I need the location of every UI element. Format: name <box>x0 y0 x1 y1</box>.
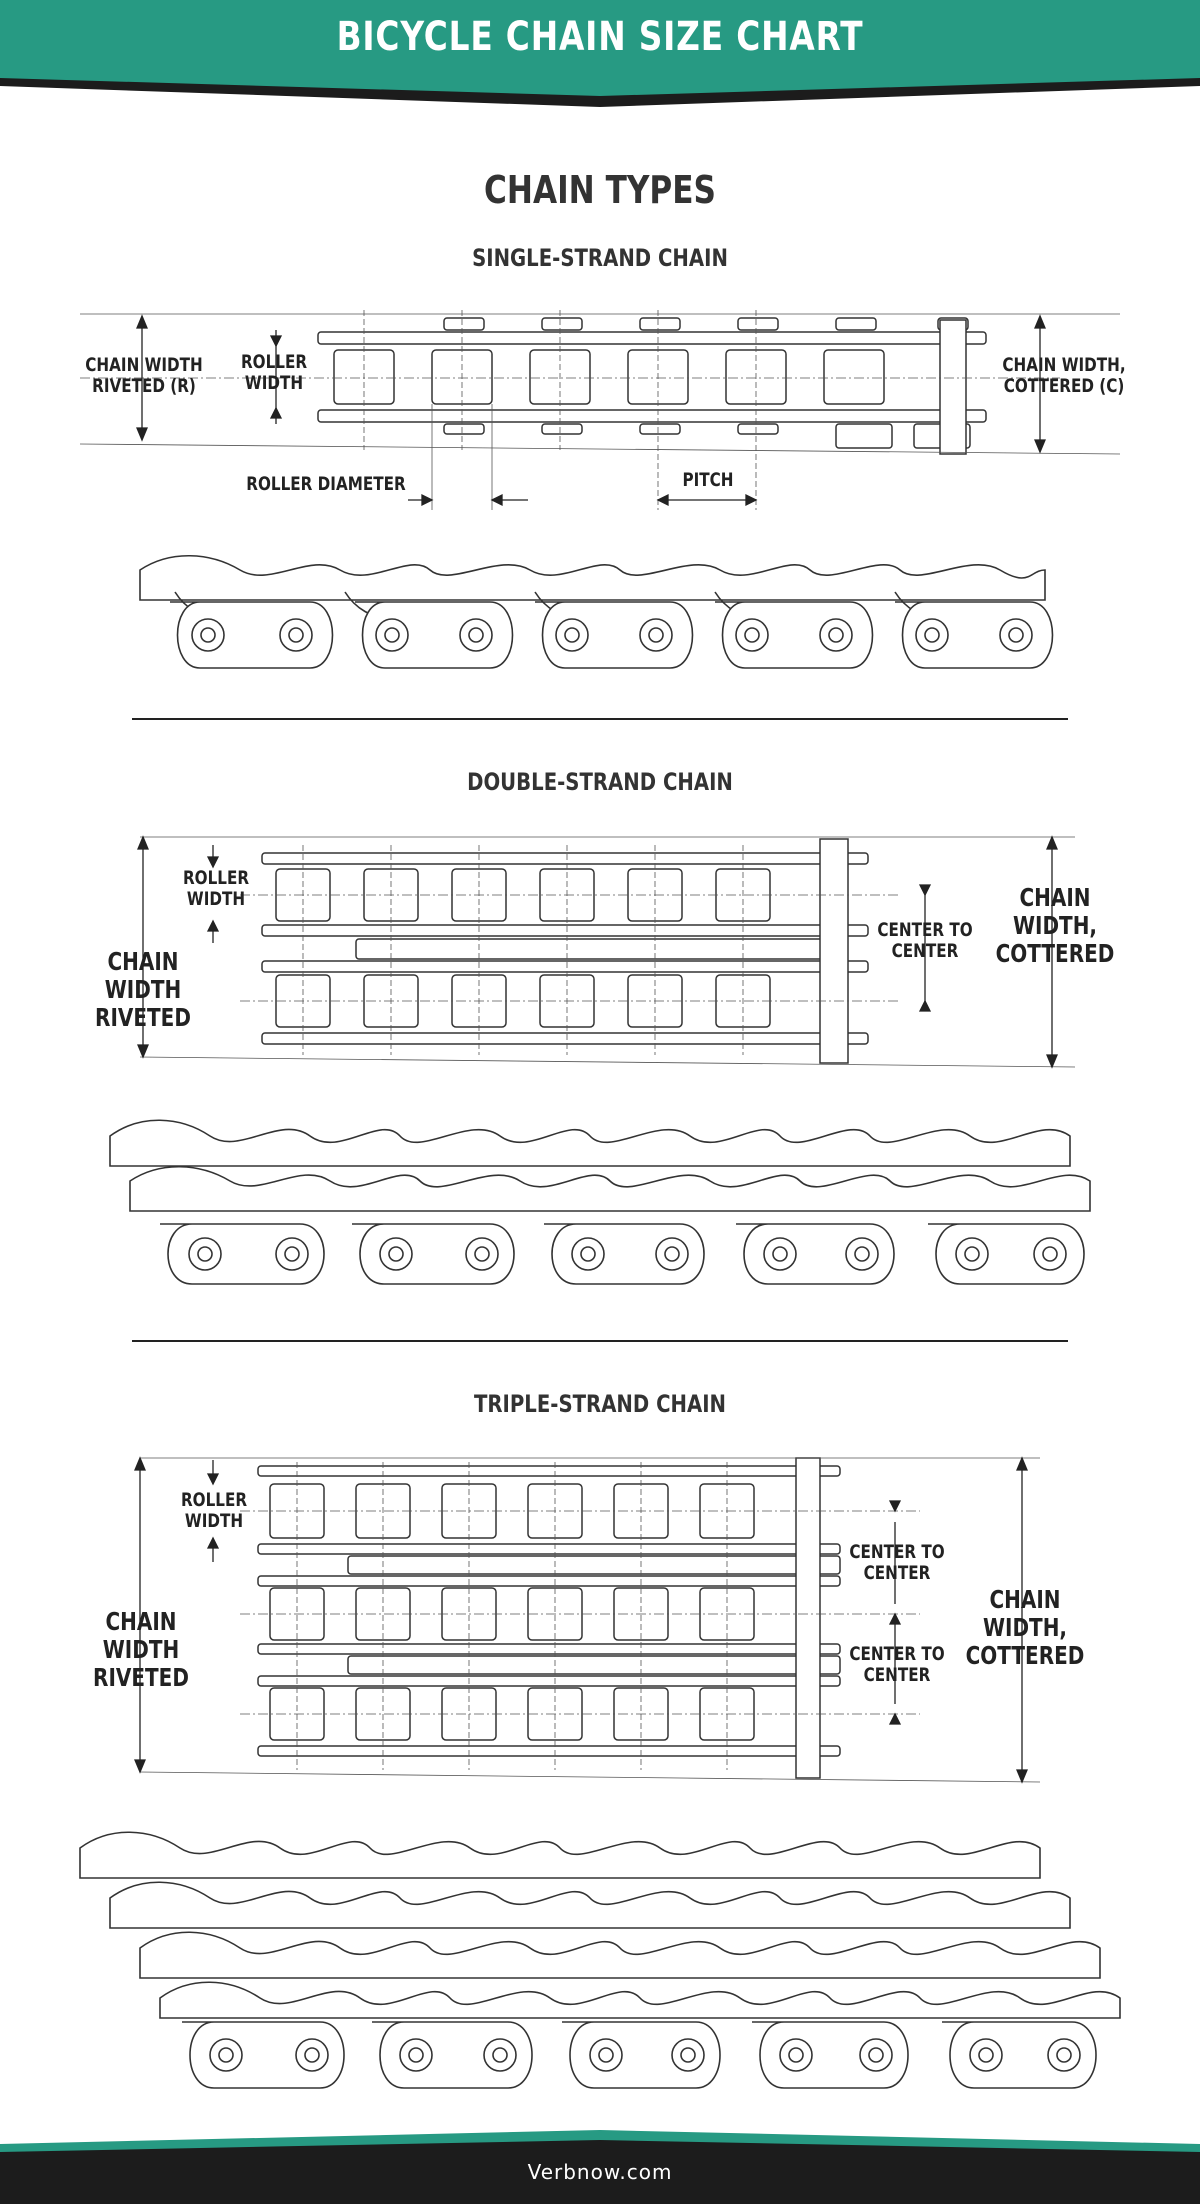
divider-1 <box>132 718 1068 720</box>
single-strand-heading: SINGLE-STRAND CHAIN <box>472 244 728 272</box>
label-chain-width-riveted-r: CHAIN WIDTH RIVETED (R) <box>85 354 203 398</box>
triple-strand-heading: TRIPLE-STRAND CHAIN <box>473 1390 727 1418</box>
footer-bar <box>0 2130 1200 2204</box>
single-strand-schematic <box>79 310 1121 510</box>
footer-site-link[interactable]: Verbnow.com <box>527 2160 673 2184</box>
divider-2 <box>132 1340 1068 1342</box>
label-roller-width: ROLLER WIDTH <box>180 1489 248 1533</box>
label-center-to-center-2: CENTER TO CENTER <box>849 1643 945 1687</box>
double-strand-heading: DOUBLE-STRAND CHAIN <box>467 768 733 796</box>
section-title: CHAIN TYPES <box>484 168 716 212</box>
triple-strand-side-view <box>79 1831 1121 2089</box>
label-center-to-center-1: CENTER TO CENTER <box>849 1541 945 1585</box>
label-chain-width-riveted: CHAIN WIDTH RIVETED <box>95 947 191 1032</box>
label-chain-width-cottered-c: CHAIN WIDTH, COTTERED (C) <box>1002 354 1126 398</box>
page-title: BICYCLE CHAIN SIZE CHART <box>336 14 864 60</box>
label-roller-diameter: ROLLER DIAMETER <box>246 473 406 495</box>
header-banner: BICYCLE CHAIN SIZE CHART <box>0 0 1200 110</box>
label-pitch: PITCH <box>682 469 734 491</box>
label-roller-width: ROLLER WIDTH <box>240 351 308 395</box>
label-chain-width-cottered: CHAIN WIDTH, COTTERED <box>995 883 1115 968</box>
header-banner-shape <box>0 0 1200 107</box>
label-roller-width: ROLLER WIDTH <box>182 867 250 911</box>
footer-shape <box>0 2130 1200 2204</box>
double-strand-side-view <box>109 1119 1091 1285</box>
triple-strand-schematic <box>134 1456 1041 1784</box>
label-chain-width-riveted: CHAIN WIDTH RIVETED <box>93 1607 189 1692</box>
double-strand-schematic <box>137 835 1076 1069</box>
label-center-to-center: CENTER TO CENTER <box>877 919 973 963</box>
single-strand-side-view <box>139 555 1054 669</box>
label-chain-width-cottered: CHAIN WIDTH, COTTERED <box>965 1585 1085 1670</box>
